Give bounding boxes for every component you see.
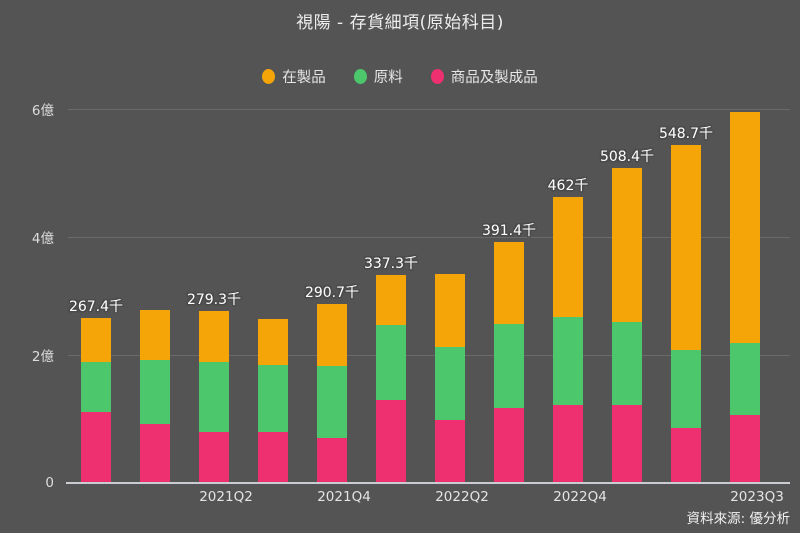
bar-segment-wip[interactable] [494,242,524,324]
bar-segment-finished[interactable] [730,415,760,483]
legend-dot-icon [430,69,444,84]
gridline [68,237,790,238]
x-axis: 2021Q2 2021Q4 2022Q2 2022Q4 2023Q3 [0,489,800,513]
bar-segment-wip[interactable] [730,112,760,343]
page-title: 視陽 - 存貨細項(原始科目) [296,13,504,33]
x-axis-tick-label: 2022Q2 [435,489,489,505]
bar-segment-wip[interactable] [553,197,583,317]
bar-stack[interactable] [730,112,760,483]
bar-stack[interactable] [81,318,111,483]
bar-value-label: 548.7千 [658,126,714,142]
legend-dot-icon [353,69,367,84]
bar-stack[interactable] [258,319,288,483]
bar-segment-finished[interactable] [494,408,524,483]
legend-label-raw: 原料 [373,70,403,86]
legend-item-finished[interactable]: 商品及製成品 [430,66,538,87]
bar-value-label: 508.4千 [599,149,655,165]
x-axis-tick-label: 2023Q3 [730,489,784,505]
y-axis-tick-label: 4億 [31,231,54,247]
bar-segment-wip[interactable] [81,318,111,362]
bar-segment-finished[interactable] [553,405,583,483]
y-axis: 6億 4億 2億 0 [0,0,62,533]
bar-segment-raw[interactable] [199,362,229,432]
legend-item-wip[interactable]: 在製品 [262,66,326,87]
gridline [68,109,790,110]
bar-segment-finished[interactable] [258,432,288,483]
bar-segment-finished[interactable] [199,432,229,483]
legend-label-finished: 商品及製成品 [450,70,538,86]
bar-value-label: 279.3千 [186,292,242,308]
bar-stack[interactable] [553,197,583,483]
y-axis-tick-label: 0 [45,475,54,491]
bar-value-label: 391.4千 [481,223,537,239]
bar-segment-raw[interactable] [730,343,760,415]
bar-stack[interactable] [199,311,229,483]
bar-segment-finished[interactable] [140,424,170,483]
bar-segment-finished[interactable] [435,420,465,483]
x-axis-line [66,482,790,484]
bar-segment-raw[interactable] [317,366,347,438]
bar-segment-raw[interactable] [435,347,465,420]
bar-segment-raw[interactable] [494,324,524,408]
bar-segment-raw[interactable] [671,350,701,428]
bar-segment-finished[interactable] [376,400,406,483]
bar-segment-finished[interactable] [612,405,642,483]
bar-stack[interactable] [671,145,701,483]
bar-stack[interactable] [140,310,170,483]
bar-segment-raw[interactable] [612,322,642,405]
bar-segment-wip[interactable] [435,274,465,347]
y-axis-tick-label: 2億 [31,349,54,365]
legend-label-wip: 在製品 [282,70,326,86]
bar-segment-wip[interactable] [376,275,406,325]
bar-segment-wip[interactable] [199,311,229,362]
bar-segment-raw[interactable] [258,365,288,432]
bar-segment-finished[interactable] [317,438,347,483]
bar-stack[interactable] [612,168,642,483]
bar-segment-raw[interactable] [140,360,170,424]
bar-segment-wip[interactable] [317,304,347,366]
bar-segment-wip[interactable] [612,168,642,322]
legend-dot-icon [262,69,276,84]
x-axis-tick-label: 2022Q4 [553,489,607,505]
bar-stack[interactable] [435,274,465,483]
x-axis-tick-label: 2021Q2 [199,489,253,505]
bar-value-label: 462千 [547,178,589,194]
gridline [68,355,790,356]
bar-segment-wip[interactable] [140,310,170,360]
bar-segment-wip[interactable] [671,145,701,350]
plot-area: 267.4千 279.3千 290.7千 337.3千 391.4千 462千 508.4千… [68,109,790,483]
bar-value-label: 267.4千 [68,299,124,315]
bar-stack[interactable] [376,275,406,483]
bar-segment-wip[interactable] [258,319,288,365]
bar-stack[interactable] [494,242,524,483]
y-axis-tick-label: 6億 [31,103,54,119]
bar-value-label: 337.3千 [363,256,419,272]
bar-segment-finished[interactable] [81,412,111,483]
x-axis-tick-label: 2021Q4 [317,489,371,505]
legend-item-raw[interactable]: 原料 [353,66,403,87]
bar-segment-raw[interactable] [81,362,111,412]
bar-value-label: 290.7千 [304,285,360,301]
chart-legend: 在製品 原料 商品及製成品 [0,66,800,87]
bar-segment-raw[interactable] [376,325,406,400]
bar-segment-raw[interactable] [553,317,583,405]
source-note: 資料來源: 優分析 [686,511,790,527]
bar-segment-finished[interactable] [671,428,701,483]
bar-stack[interactable] [317,304,347,483]
